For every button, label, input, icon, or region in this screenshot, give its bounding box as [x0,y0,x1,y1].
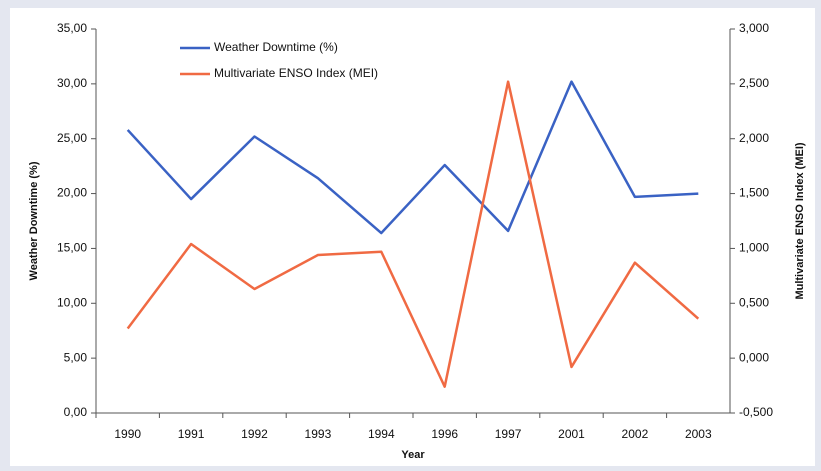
y-tick-label: 0,00 [64,405,88,419]
chart-card [10,8,815,466]
series-line [126,80,700,388]
y-tick-label: 25,00 [57,131,87,145]
x-axis-title: Year [401,449,425,461]
x-tick-label: 1994 [368,427,395,441]
y-tick-label: 20,00 [57,186,87,200]
x-tick-label: 1996 [431,427,458,441]
x-tick-label: 1993 [305,427,332,441]
y-tick-label: 35,00 [57,21,87,35]
x-tick-label: 1991 [178,427,205,441]
y2-tick-label: 1,000 [739,241,769,255]
x-tick-label: 1990 [114,427,141,441]
legend-label: Multivariate ENSO Index (MEI) [214,66,378,80]
y2-tick-label: 2,500 [739,76,769,90]
y-axis-title: Weather Downtime (%) [28,161,40,280]
y-tick-label: 5,00 [64,350,88,364]
y-tick-label: 30,00 [57,76,87,90]
y-tick-label: 10,00 [57,295,87,309]
x-tick-label: 2001 [558,427,585,441]
x-tick-label: 2002 [622,427,649,441]
y2-tick-label: 0,000 [739,350,769,364]
y2-tick-label: -0,500 [739,405,773,419]
y2-tick-label: 0,500 [739,295,769,309]
x-tick-label: 1997 [495,427,522,441]
y2-tick-label: 2,000 [739,131,769,145]
y2-tick-label: 1,500 [739,186,769,200]
legend-label: Weather Downtime (%) [214,40,338,54]
x-tick-label: 2003 [685,427,712,441]
y-tick-label: 15,00 [57,241,87,255]
series-line [126,80,699,235]
x-tick-label: 1992 [241,427,268,441]
y2-tick-label: 3,000 [739,21,769,35]
y2-axis-title: Multivariate ENSO Index (MEI) [794,142,806,299]
